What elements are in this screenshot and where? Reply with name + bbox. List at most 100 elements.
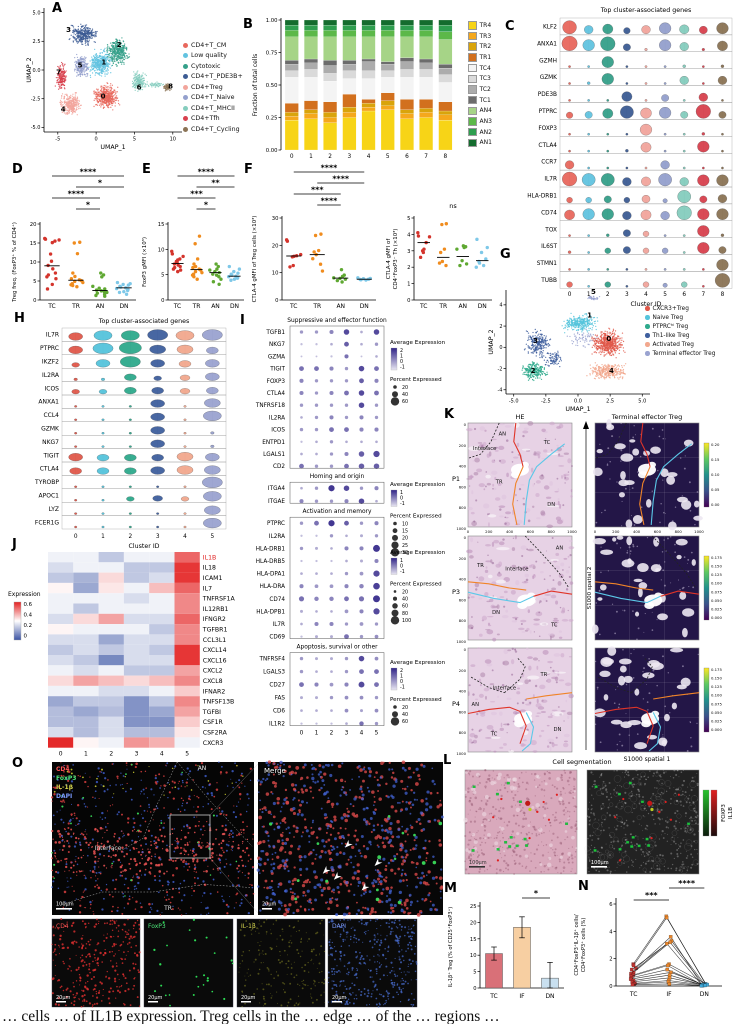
legend-label: Activated Treg <box>652 341 694 348</box>
panel-d-jitter: 0 5 10 15 20 Treg freq. (FoxP3⁺ % of CD4⁺) TC T… <box>6 164 140 312</box>
svg-text:TUBB: TUBB <box>540 278 557 284</box>
svg-text:3: 3 <box>66 26 71 34</box>
legend-swatch <box>645 306 650 311</box>
svg-text:****: **** <box>68 190 86 199</box>
legend-swatch <box>183 95 188 101</box>
svg-text:3: 3 <box>347 154 351 160</box>
legend-item: TC1 <box>468 95 492 106</box>
legend-label: AN1 <box>479 139 492 147</box>
svg-text:CCR7: CCR7 <box>541 160 557 166</box>
svg-text:1.00: 1.00 <box>266 18 278 24</box>
legend-label: TC1 <box>479 96 491 104</box>
panel-k-svg: HE Terminal effector TregANInterfaceTCTRD… <box>452 413 722 763</box>
legend-swatch <box>468 95 477 105</box>
panel-i-dotplot: Suppressive and effector function TGFB1 NK… <box>238 314 460 762</box>
legend-item: Naive Treg <box>645 313 715 322</box>
legend-swatch <box>183 126 188 132</box>
svg-text:AN: AN <box>458 303 467 310</box>
svg-text:IL7R: IL7R <box>544 177 557 183</box>
svg-text:10: 10 <box>170 137 176 143</box>
svg-text:10: 10 <box>272 271 279 277</box>
legend-swatch <box>468 21 477 30</box>
legend-item: TC2 <box>468 84 492 95</box>
panel-o-label: O <box>12 756 24 771</box>
svg-text:5: 5 <box>407 216 410 222</box>
legend-swatch <box>183 63 188 69</box>
svg-text:8: 8 <box>168 82 173 90</box>
svg-text:10: 10 <box>158 247 165 253</box>
legend-swatch <box>183 105 188 111</box>
svg-text:*: * <box>204 201 209 210</box>
legend-item: TR2 <box>468 41 492 52</box>
legend-swatch <box>468 74 477 84</box>
legend-item: PTPRCʰⁱ Treg <box>645 322 715 331</box>
legend-swatch <box>468 53 477 62</box>
panel-e-label: E <box>142 162 151 177</box>
svg-text:0: 0 <box>275 298 279 304</box>
legend-item: Terminal effector Treg <box>645 349 715 358</box>
svg-text:TC: TC <box>173 303 182 310</box>
svg-text:5.0: 5.0 <box>33 10 41 16</box>
svg-text:15: 15 <box>158 222 165 228</box>
svg-text:1: 1 <box>309 154 313 160</box>
svg-text:***: *** <box>311 186 324 195</box>
panel-b-stacked-bars: 1.00 0.75 0.50 0.25 0.00 Fraction of total ce… <box>248 6 466 162</box>
svg-text:UMAP_1: UMAP_1 <box>100 144 125 151</box>
svg-text:3: 3 <box>407 249 410 255</box>
svg-text:4: 4 <box>367 154 371 160</box>
svg-text:8: 8 <box>721 292 725 298</box>
panel-g-umap: -5.0 -2.5 0.0 2.5 5.0 4 2 0 -2 -4 UMAP_1 UMAP_2 0 1 2 3… <box>486 254 656 416</box>
svg-text:-5.0: -5.0 <box>31 125 41 131</box>
panel-d-svg: 0 5 10 15 20 Treg freq. (FoxP3⁺ % of CD4⁺) TC T… <box>11 168 136 310</box>
legend-label: CD4+T_Cycling <box>191 125 240 133</box>
svg-text:0: 0 <box>290 154 294 160</box>
legend-label: AN3 <box>479 118 492 126</box>
svg-text:0: 0 <box>161 298 165 304</box>
legend-swatch <box>645 315 650 320</box>
svg-text:4: 4 <box>644 292 648 298</box>
svg-text:1: 1 <box>407 282 410 288</box>
legend-label: AN2 <box>479 128 492 136</box>
svg-text:FoxP3 gMFI (×10³): FoxP3 gMFI (×10³) <box>141 237 148 287</box>
svg-text:5: 5 <box>161 273 164 279</box>
svg-text:0.0: 0.0 <box>33 68 41 74</box>
svg-text:0.00: 0.00 <box>266 148 278 154</box>
svg-text:4: 4 <box>407 232 411 238</box>
svg-text:15: 15 <box>30 241 37 247</box>
svg-text:FOXP3: FOXP3 <box>538 126 557 132</box>
legend-item: TR1 <box>468 52 492 63</box>
panel-a-umap-svg: -5 0 5 10 5.0 2.5 0.0 -2.5 -5.0 UMAP_1 UMAP_2 0 1 2 3 4… <box>26 8 182 151</box>
panel-g-legend: CXCR3+Treg Naive Treg PTPRCʰⁱ Treg Th1-like… <box>645 304 715 358</box>
panel-c-label: C <box>505 19 515 34</box>
svg-text:Fraction of total cells: Fraction of total cells <box>252 54 259 117</box>
svg-text:-2.5: -2.5 <box>31 97 41 103</box>
legend-item: Activated Treg <box>645 340 715 349</box>
svg-text:TC: TC <box>419 303 428 310</box>
legend-label: TR2 <box>479 43 492 51</box>
legend-item: TR4 <box>468 20 492 31</box>
legend-item: AN1 <box>468 138 492 149</box>
panel-h-violin-grid: Top cluster-associated genes IL7R PTPRC IKZ… <box>6 314 232 558</box>
panel-g-label: G <box>500 247 511 262</box>
panel-l-label: L <box>443 753 452 768</box>
svg-text:7: 7 <box>56 69 61 77</box>
legend-swatch <box>468 63 477 73</box>
legend-label: Th1-like Treg <box>652 332 690 339</box>
panel-a-label: A <box>52 1 63 16</box>
svg-text:5: 5 <box>78 62 83 70</box>
legend-swatch <box>183 84 188 90</box>
svg-text:0: 0 <box>407 298 411 304</box>
legend-item: AN4 <box>468 106 492 117</box>
legend-label: PTPRCʰⁱ Treg <box>652 323 689 330</box>
panel-a-umap: -5 0 5 10 5.0 2.5 0.0 -2.5 -5.0 UMAP_1 UMAP_2 0 1 2 3 4… <box>26 4 190 156</box>
svg-text:6: 6 <box>137 84 142 92</box>
svg-text:3: 3 <box>625 292 629 298</box>
svg-text:1: 1 <box>587 292 591 298</box>
legend-item: CD4+T_Naive <box>183 93 243 104</box>
svg-text:TC: TC <box>289 303 298 310</box>
panel-m-label: M <box>444 881 457 896</box>
legend-item: Th1-like Treg <box>645 331 715 340</box>
legend-item: TC3 <box>468 73 492 84</box>
